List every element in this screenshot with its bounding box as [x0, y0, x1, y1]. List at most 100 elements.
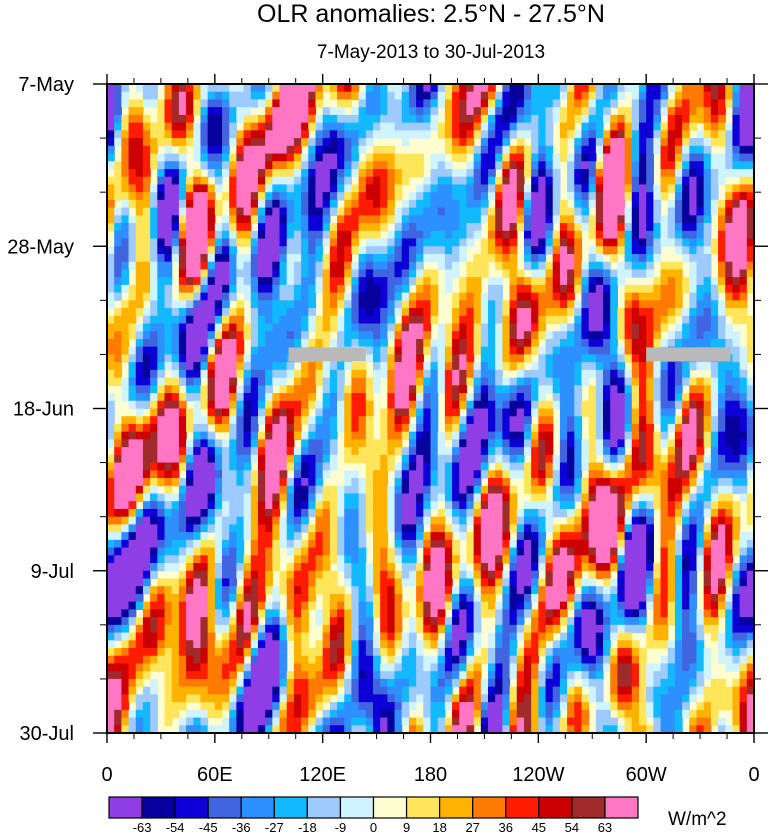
anomaly-cell — [746, 168, 754, 178]
anomaly-cell — [696, 223, 705, 232]
anomaly-cell — [617, 408, 626, 417]
anomaly-cell — [660, 431, 669, 441]
anomaly-cell — [250, 508, 259, 518]
anomaly-cell — [107, 153, 115, 162]
anomaly-cell — [480, 462, 489, 471]
anomaly-cell — [552, 362, 561, 371]
anomaly-cell — [466, 331, 475, 340]
anomaly-cell — [444, 478, 453, 487]
anomaly-cell — [696, 261, 705, 271]
anomaly-cell — [394, 161, 403, 170]
anomaly-cell — [552, 192, 561, 201]
anomaly-cell — [638, 377, 647, 386]
anomaly-cell — [437, 130, 446, 139]
anomaly-cell — [725, 308, 734, 317]
anomaly-cell — [337, 315, 345, 325]
anomaly-cell — [574, 532, 583, 541]
anomaly-cell — [178, 114, 187, 124]
anomaly-cell — [452, 385, 460, 394]
anomaly-cell — [588, 253, 597, 263]
anomaly-cell — [473, 277, 482, 286]
anomaly-cell — [150, 416, 158, 425]
anomaly-cell — [380, 501, 388, 510]
anomaly-cell — [710, 393, 719, 402]
anomaly-cell — [351, 315, 360, 325]
anomaly-cell — [121, 338, 130, 348]
anomaly-cell — [610, 485, 619, 495]
anomaly-cell — [588, 478, 597, 487]
anomaly-cell — [265, 331, 273, 340]
anomaly-cell — [387, 122, 396, 131]
anomaly-cell — [380, 331, 388, 340]
anomaly-cell — [236, 485, 245, 495]
anomaly-cell — [502, 238, 511, 247]
anomaly-cell — [574, 91, 583, 101]
anomaly-cell — [322, 470, 331, 479]
anomaly-cell — [308, 439, 317, 448]
anomaly-cell — [200, 107, 209, 116]
anomaly-cell — [480, 246, 489, 255]
anomaly-cell — [660, 292, 669, 301]
anomaly-cell — [725, 439, 734, 448]
anomaly-cell — [509, 215, 518, 224]
anomaly-cell — [193, 223, 202, 232]
anomaly-cell — [660, 470, 669, 479]
anomaly-cell — [200, 199, 209, 209]
anomaly-cell — [646, 315, 654, 325]
anomaly-cell — [732, 230, 741, 240]
anomaly-cell — [667, 408, 676, 417]
anomaly-cell — [718, 223, 726, 232]
anomaly-cell — [466, 308, 475, 317]
anomaly-cell — [430, 215, 439, 224]
anomaly-cell — [344, 532, 353, 541]
anomaly-cell — [250, 277, 259, 286]
anomaly-cell — [128, 292, 137, 301]
anomaly-cell — [193, 493, 202, 502]
anomaly-cell — [480, 269, 489, 278]
anomaly-cell — [682, 501, 690, 510]
anomaly-cell — [567, 462, 575, 471]
anomaly-cell — [437, 122, 446, 131]
anomaly-cell — [725, 377, 734, 386]
anomaly-cell — [229, 261, 237, 271]
anomaly-cell — [135, 238, 144, 247]
anomaly-cell — [135, 130, 144, 139]
anomaly-cell — [222, 230, 230, 240]
anomaly-cell — [178, 161, 187, 170]
anomaly-cell — [142, 184, 151, 193]
anomaly-cell — [236, 238, 245, 247]
anomaly-cell — [674, 493, 683, 502]
anomaly-cell — [710, 277, 719, 286]
anomaly-cell — [135, 485, 144, 495]
anomaly-cell — [430, 292, 439, 301]
anomaly-cell — [416, 207, 424, 216]
anomaly-cell — [315, 493, 324, 502]
anomaly-cell — [214, 168, 223, 178]
anomaly-cell — [710, 516, 719, 525]
anomaly-cell — [437, 346, 446, 356]
anomaly-cell — [631, 431, 640, 441]
anomaly-cell — [387, 84, 396, 93]
anomaly-cell — [660, 277, 669, 286]
anomaly-cell — [674, 122, 683, 131]
anomaly-cell — [538, 308, 547, 317]
anomaly-cell — [495, 516, 503, 525]
anomaly-cell — [581, 478, 590, 487]
anomaly-cell — [538, 107, 547, 116]
anomaly-cell — [150, 215, 158, 224]
anomaly-cell — [272, 107, 281, 116]
anomaly-cell — [272, 408, 281, 417]
anomaly-cell — [416, 423, 424, 433]
anomaly-cell — [509, 362, 518, 371]
anomaly-cell — [207, 338, 216, 348]
anomaly-cell — [725, 253, 734, 263]
anomaly-cell — [559, 138, 568, 147]
anomaly-cell — [387, 331, 396, 340]
anomaly-cell — [660, 215, 669, 224]
anomaly-cell — [135, 524, 144, 533]
anomaly-cell — [473, 161, 482, 170]
anomaly-cell — [322, 223, 331, 232]
anomaly-cell — [516, 400, 525, 410]
anomaly-cell — [372, 362, 381, 371]
anomaly-cell — [631, 416, 640, 425]
